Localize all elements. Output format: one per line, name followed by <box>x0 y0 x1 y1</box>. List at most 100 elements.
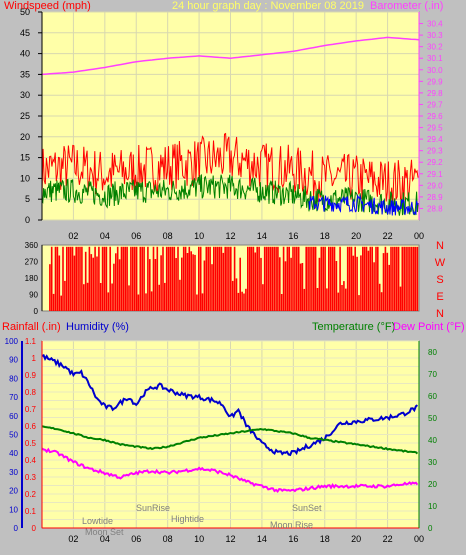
temperature-line <box>41 425 419 455</box>
temp-y-tick-label: 80 <box>428 348 437 357</box>
temp-axes: 02 04 06 08 10 12 14 16 18 20 22 0000.10.20.30.40.5… <box>5 337 438 544</box>
baro-y-tick-label: 29.7 <box>427 100 443 109</box>
compass-label: W <box>435 257 446 269</box>
wind-y-tick-label: 30 <box>20 90 30 100</box>
humidity-y-tick-label: 50 <box>9 431 18 440</box>
baro-y-tick-label: 29.5 <box>427 124 443 133</box>
wind-series <box>41 132 419 216</box>
direction-y-tick-label: 270 <box>25 258 39 267</box>
temp-y-tick-label: 60 <box>428 392 437 401</box>
rain-y-tick-label: 1.1 <box>25 337 37 346</box>
rain-y-tick-label: 0.5 <box>25 439 37 448</box>
wind-x-tick-label: 00 <box>414 231 424 241</box>
chart-title: 24 hour graph day : November 08 2019 <box>172 0 364 12</box>
annotation-moonrise: Moon Rise <box>270 520 313 530</box>
direction-y-tick-label: 180 <box>25 274 39 283</box>
direction-y-tick-label: 360 <box>25 241 39 250</box>
humidity-y-tick-label: 0 <box>14 524 19 533</box>
humidity-axis-label: Humidity (%) <box>66 321 129 333</box>
wind-y-tick-label: 40 <box>20 49 30 59</box>
temp-x-tick-label: 04 <box>100 534 110 544</box>
temp-x-tick-label: 08 <box>163 534 173 544</box>
wind-line <box>41 174 419 216</box>
humidity-y-tick-label: 40 <box>9 449 18 458</box>
baro-y-tick-label: 30.3 <box>427 31 443 40</box>
wind-x-tick-label: 06 <box>131 231 141 241</box>
rainfall-axis-label: Rainfall (.in) <box>2 321 61 333</box>
wind-x-tick-label: 14 <box>257 231 267 241</box>
temp-series <box>41 354 419 529</box>
wind-axes: 02 04 06 08 10 12 14 16 18 20 22 000510152025303540… <box>20 7 443 241</box>
annotation-lowtide: Lowtide <box>82 516 113 526</box>
baro-y-tick-label: 29.9 <box>427 77 443 86</box>
temp-x-tick-label: 12 <box>225 534 235 544</box>
temperature-axis-label: Temperature (°F) <box>312 321 395 333</box>
barometer-series <box>41 36 420 76</box>
temp-x-tick-label: 14 <box>257 534 267 544</box>
compass-label: N <box>436 240 444 252</box>
temp-y-tick-label: 20 <box>428 480 437 489</box>
wind-y-tick-label: 35 <box>20 69 30 79</box>
baro-y-tick-label: 29.4 <box>427 135 443 144</box>
baro-y-tick-label: 29.8 <box>427 89 443 98</box>
temp-x-tick-label: 18 <box>320 534 330 544</box>
avg-wind-line <box>308 194 419 216</box>
wind-y-tick-label: 5 <box>25 194 30 204</box>
dewpoint-axis-label: Dew Point (°F) <box>393 321 465 333</box>
baro-y-tick-label: 30.1 <box>427 54 443 63</box>
baro-y-tick-label: 30.0 <box>427 66 443 75</box>
wind-y-tick-label: 10 <box>20 173 30 183</box>
wind-x-tick-label: 12 <box>225 231 235 241</box>
annotation-hightide: Hightide <box>171 514 204 524</box>
temp-y-tick-label: 30 <box>428 458 437 467</box>
temp-x-tick-label: 20 <box>351 534 361 544</box>
baro-y-tick-label: 30.2 <box>427 43 443 52</box>
temp-x-tick-label: 16 <box>288 534 298 544</box>
humidity-y-tick-label: 80 <box>9 374 18 383</box>
annotation-sunrise: SunRise <box>136 503 170 513</box>
humidity-line <box>41 354 419 457</box>
wind-y-tick-label: 15 <box>20 153 30 163</box>
wind-y-tick-label: 20 <box>20 132 30 142</box>
baro-y-tick-label: 30.4 <box>427 20 443 29</box>
annotation-sunset: SunSet <box>292 503 322 513</box>
baro-y-tick-label: 29.1 <box>427 170 443 179</box>
wind-x-tick-label: 08 <box>163 231 173 241</box>
wind-y-tick-label: 0 <box>25 215 30 225</box>
windspeed-axis-label: Windspeed (mph) <box>4 0 91 12</box>
direction-series <box>49 246 419 311</box>
baro-y-tick-label: 29.3 <box>427 147 443 156</box>
humidity-y-tick-label: 10 <box>9 505 18 514</box>
wind-x-tick-label: 18 <box>320 231 330 241</box>
dewpoint-line <box>41 447 419 493</box>
rain-y-tick-label: 0 <box>32 524 37 533</box>
temp-y-tick-label: 50 <box>428 414 437 423</box>
annotation-moonset: Moon Set <box>85 527 124 537</box>
direction-y-tick-label: 90 <box>29 291 38 300</box>
rain-y-tick-label: 0.2 <box>25 490 37 499</box>
baro-y-tick-label: 29.2 <box>427 158 443 167</box>
rain-y-tick-label: 0.6 <box>25 422 37 431</box>
wind-y-tick-label: 50 <box>20 7 30 17</box>
rain-y-tick-label: 0.3 <box>25 473 37 482</box>
compass-label: N <box>436 308 444 320</box>
temp-x-tick-label: 00 <box>414 534 424 544</box>
temp-x-tick-label: 02 <box>68 534 78 544</box>
wind-x-tick-label: 10 <box>194 231 204 241</box>
temp-y-tick-label: 0 <box>428 524 433 533</box>
rain-y-tick-label: 0.7 <box>25 405 37 414</box>
baro-y-tick-label: 28.8 <box>427 204 443 213</box>
baro-y-tick-label: 29.0 <box>427 181 443 190</box>
temp-x-tick-label: 10 <box>194 534 204 544</box>
wind-x-tick-label: 20 <box>351 231 361 241</box>
baro-y-tick-label: 28.9 <box>427 193 443 202</box>
humidity-y-tick-label: 60 <box>9 412 18 421</box>
humidity-y-tick-label: 100 <box>5 337 19 346</box>
humidity-y-tick-label: 20 <box>9 487 18 496</box>
rain-y-tick-label: 0.4 <box>25 456 37 465</box>
baro-y-tick-label: 29.6 <box>427 112 443 121</box>
wind-x-tick-label: 04 <box>100 231 110 241</box>
wind-x-tick-label: 02 <box>68 231 78 241</box>
